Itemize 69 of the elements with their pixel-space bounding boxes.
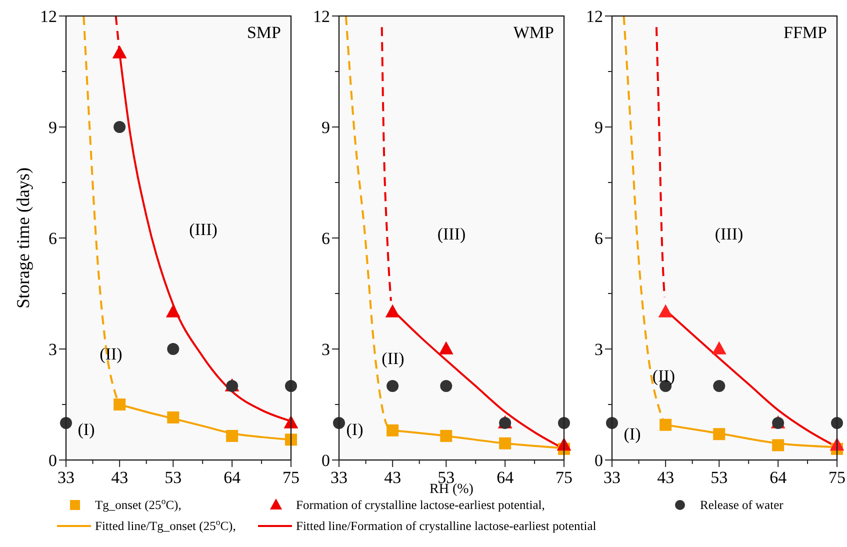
x-tick-label: 43: [111, 468, 128, 487]
annotation: (I): [78, 420, 95, 439]
x-tick-label: 43: [657, 468, 674, 487]
y-tick-label: 12: [313, 7, 330, 26]
annotation: (II): [100, 344, 122, 364]
y-tick-label: 9: [48, 118, 57, 137]
x-tick-label: 53: [164, 468, 182, 487]
legend-label: Release of water: [700, 498, 784, 512]
line-series: [380, 26, 392, 302]
point: [660, 418, 672, 431]
chart-title: FFMP: [784, 23, 827, 42]
y-tick-label: 3: [594, 340, 603, 359]
y-tick-label: 9: [322, 118, 330, 137]
y-tick-label: 6: [322, 229, 330, 248]
point: [713, 428, 726, 440]
point: [285, 434, 297, 446]
point: [112, 45, 127, 58]
annotation: (III): [714, 224, 744, 244]
annotation: (III): [189, 220, 218, 240]
annotation: (I): [346, 420, 364, 439]
point: [167, 411, 180, 424]
annotation: (III): [437, 224, 466, 244]
point: [499, 437, 512, 450]
point: [226, 430, 238, 442]
y-tick-label: 3: [322, 340, 330, 359]
point: [385, 304, 400, 318]
point: [386, 380, 399, 392]
y-tick-label: 3: [48, 340, 57, 359]
x-tick-label: 33: [330, 468, 348, 487]
y-tick-label: 0: [48, 451, 57, 470]
y-tick-label: 6: [48, 229, 57, 248]
y-tick-label: 6: [594, 229, 603, 248]
point: [114, 398, 126, 410]
point: [712, 341, 726, 354]
legend-label: Formation of crystalline lactose-earliest potential,: [296, 498, 545, 512]
y-axis-title: Storage time (days): [13, 168, 33, 308]
x-tick-label: 75: [556, 468, 572, 487]
y-tick-label: 9: [594, 118, 603, 137]
legend-label: Tg_onset (25$^{o}$C),: [95, 496, 182, 512]
annotation: (II): [382, 348, 404, 368]
x-tick-label: 64: [770, 468, 788, 487]
point: [167, 343, 180, 355]
point: [658, 304, 673, 318]
x-tick-label: 43: [384, 468, 402, 487]
point: [166, 304, 180, 318]
x-tick-label: 53: [710, 468, 728, 487]
annotation: (I): [624, 424, 641, 444]
point: [713, 380, 726, 392]
chart-title: SMP: [246, 23, 281, 42]
x-tick-label: 33: [58, 468, 74, 487]
x-tick-label: 64: [496, 468, 514, 487]
point: [772, 439, 784, 452]
legend-label: Fitted line/Formation of crystalline lactose-earliest potential: [296, 519, 597, 533]
point: [440, 380, 452, 392]
y-tick-label: 0: [594, 451, 603, 470]
point: [386, 424, 399, 436]
point: [440, 430, 452, 442]
point: [114, 121, 126, 133]
legend-label: Fitted line/Tg_onset (25$^{o}$C),: [95, 517, 236, 533]
chart-title: WMP: [513, 23, 554, 42]
x-tick-label: 33: [604, 468, 620, 487]
point: [438, 341, 454, 354]
x-tick-label: 75: [282, 468, 300, 487]
x-tick-label: 64: [224, 468, 242, 487]
y-tick-label: 0: [322, 451, 330, 470]
annotation: (II): [652, 366, 676, 386]
x-tick-label: 75: [828, 468, 846, 487]
y-tick-label: 12: [586, 7, 603, 26]
y-tick-label: 12: [40, 7, 57, 26]
